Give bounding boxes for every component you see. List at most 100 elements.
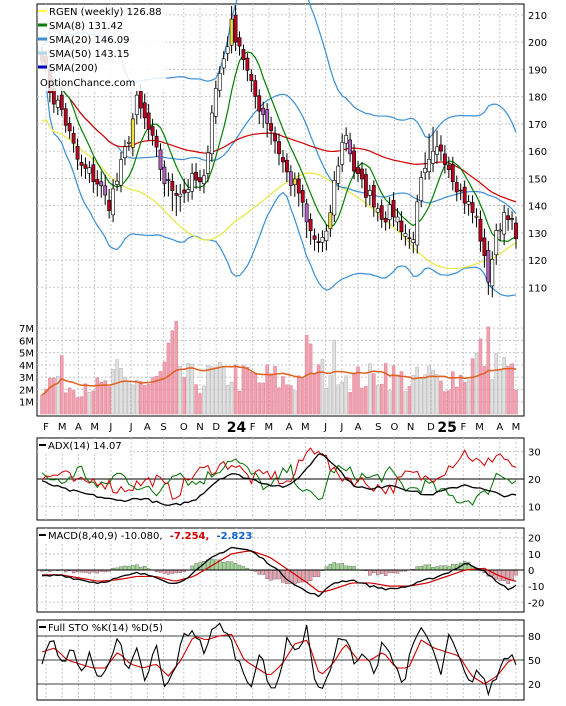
price-tick-140: 140 bbox=[528, 202, 547, 213]
candle-body bbox=[450, 164, 455, 182]
candle-body bbox=[482, 237, 487, 256]
volume-bar bbox=[281, 376, 285, 415]
candle-body bbox=[241, 49, 246, 60]
x-label-11: 24 bbox=[227, 420, 247, 436]
volume-bar bbox=[237, 390, 242, 415]
candle-body bbox=[407, 237, 412, 240]
macd-histogram-bar bbox=[119, 566, 123, 571]
macd-signal-line bbox=[42, 550, 517, 593]
macd-tick-10: 10 bbox=[528, 550, 541, 561]
macd-histogram-bar bbox=[285, 569, 289, 584]
volume-bar bbox=[115, 359, 119, 415]
candle-body bbox=[237, 37, 242, 47]
adx-legend: ADX(14) 14.07 bbox=[38, 439, 130, 452]
candle-body bbox=[494, 230, 499, 256]
volume-bar bbox=[277, 387, 281, 415]
volume-bar bbox=[142, 385, 147, 415]
legend-sma8: SMA(8) 131.42 bbox=[49, 21, 123, 32]
candle-body bbox=[146, 112, 151, 130]
adx-line bbox=[41, 453, 517, 507]
candle-body bbox=[387, 204, 392, 220]
volume-bar bbox=[494, 353, 498, 415]
legend-sma200: SMA(200) bbox=[49, 63, 98, 74]
x-label-9: N bbox=[196, 422, 203, 433]
volume-bar bbox=[56, 375, 60, 415]
candle-body bbox=[154, 135, 159, 148]
candle-body bbox=[198, 177, 202, 183]
candle-body bbox=[340, 142, 345, 165]
candle-body bbox=[423, 168, 428, 173]
macd-histogram-bar bbox=[233, 563, 238, 571]
x-label-27: M bbox=[512, 422, 521, 433]
candle-body bbox=[506, 215, 511, 220]
volume-tick-4M: 4M bbox=[19, 361, 34, 372]
macd-histogram-bar bbox=[265, 569, 269, 580]
macd-legend: MACD(8,40,9) -10.080, -7.254, -2.823 bbox=[38, 529, 252, 542]
candle-body bbox=[288, 171, 293, 186]
candle-body bbox=[107, 199, 112, 211]
candle-body bbox=[249, 73, 254, 81]
volume-bar bbox=[462, 382, 467, 415]
x-label-18: A bbox=[355, 422, 362, 433]
x-label-2: A bbox=[75, 422, 82, 433]
candle-body bbox=[348, 139, 353, 155]
volume-bar bbox=[162, 361, 167, 415]
volume-bar bbox=[75, 397, 80, 415]
volume-bar bbox=[293, 390, 297, 415]
volume-bar bbox=[245, 367, 250, 415]
candle-body bbox=[510, 218, 514, 220]
candle-body bbox=[138, 90, 143, 109]
macd-histogram-bar bbox=[225, 561, 230, 571]
macd-histogram-bar bbox=[131, 565, 135, 571]
volume-bar bbox=[154, 375, 159, 415]
macd-histogram-bar bbox=[237, 564, 242, 571]
x-label-13: M bbox=[265, 422, 274, 433]
macd-histogram-bar bbox=[443, 565, 447, 571]
candle-body bbox=[162, 166, 167, 185]
adx-tick-30: 30 bbox=[528, 448, 541, 459]
candle-body bbox=[130, 118, 135, 148]
volume-bar bbox=[336, 384, 340, 415]
macd-tick-20: 20 bbox=[528, 534, 541, 545]
volume-bar bbox=[328, 375, 333, 415]
volume-tick-1M: 1M bbox=[19, 398, 34, 409]
candle-body bbox=[213, 88, 218, 117]
sto-legend-text: Full STO %K(14) %D(5) bbox=[48, 623, 163, 634]
candle-body bbox=[257, 95, 262, 112]
candle-body bbox=[194, 171, 198, 181]
candle-body bbox=[190, 173, 195, 192]
macd-histogram-bar bbox=[510, 569, 514, 581]
volume-bar bbox=[139, 381, 143, 415]
candle-body bbox=[170, 180, 175, 191]
macd-histogram-bar bbox=[273, 569, 277, 580]
volume-bar bbox=[273, 366, 277, 415]
volume-bar bbox=[324, 388, 329, 415]
adx-legend-text: ADX(14) 14.07 bbox=[48, 441, 122, 452]
volume-bar bbox=[395, 374, 400, 415]
volume-bar bbox=[300, 378, 305, 415]
volume-bar bbox=[218, 361, 222, 415]
candle-body bbox=[83, 164, 88, 169]
volume-bar bbox=[241, 365, 246, 415]
volume-bar bbox=[466, 379, 471, 415]
macd-histogram-bar bbox=[123, 565, 127, 571]
macd-histogram-bar bbox=[332, 562, 336, 571]
candle-body bbox=[344, 135, 349, 144]
volume-bar bbox=[221, 367, 226, 415]
volume-bar bbox=[44, 388, 48, 415]
candle-body bbox=[63, 108, 68, 126]
macd-legend-signal: -2.823 bbox=[217, 531, 253, 542]
candlesticks bbox=[40, 5, 518, 298]
volume-bar bbox=[482, 366, 487, 415]
volume-bar bbox=[206, 365, 210, 415]
volume-bar bbox=[510, 363, 514, 415]
volume-bar bbox=[297, 375, 301, 415]
x-label-10: D bbox=[212, 422, 220, 433]
legend-sma20: SMA(20) 146.09 bbox=[49, 35, 130, 46]
x-label-3: M bbox=[90, 422, 99, 433]
macd-histogram-bar bbox=[328, 563, 333, 571]
volume-bar bbox=[71, 390, 76, 415]
price-tick-150: 150 bbox=[528, 174, 547, 185]
candle-body bbox=[442, 153, 447, 165]
candle-body bbox=[202, 175, 206, 184]
